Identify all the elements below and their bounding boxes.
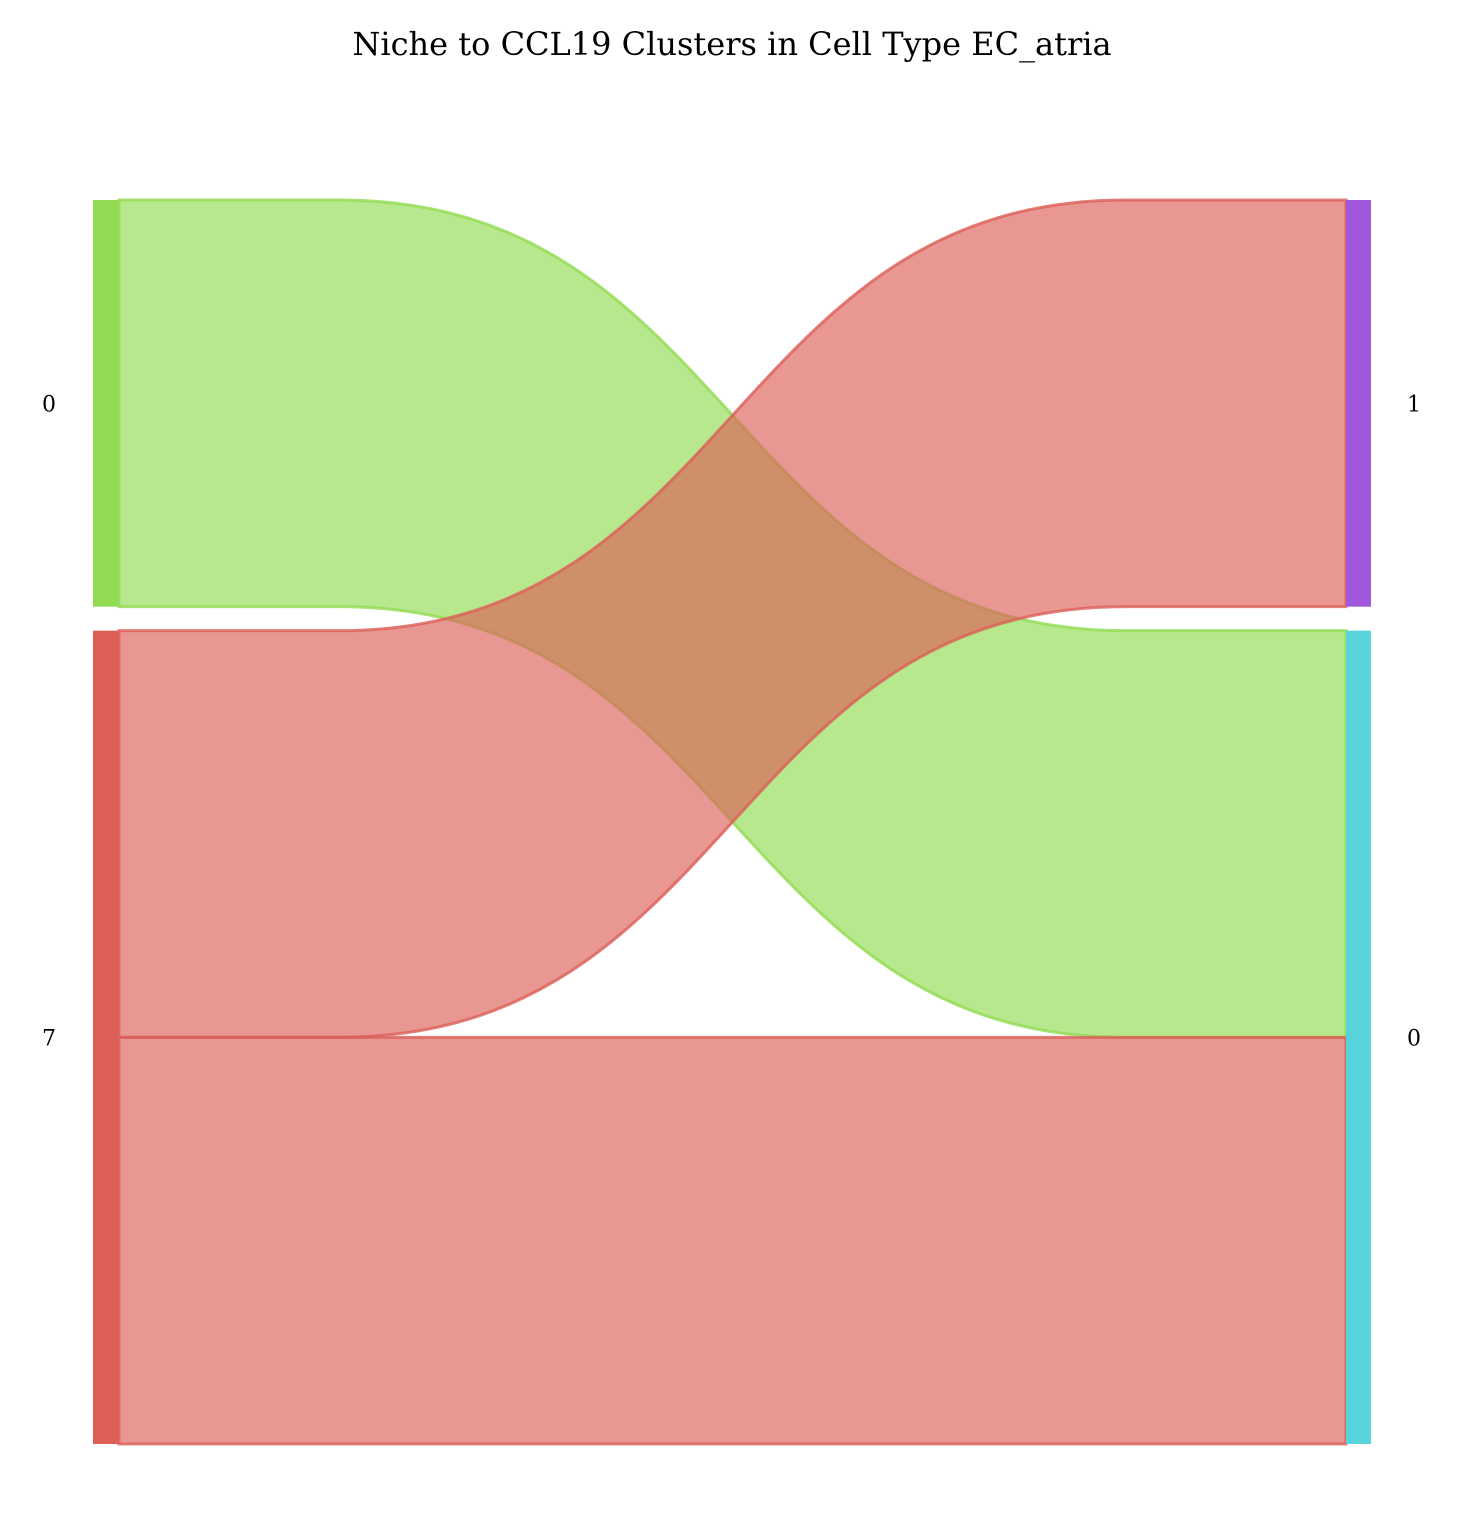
right-node-label-1: 0 xyxy=(1407,1026,1421,1051)
flows-group xyxy=(117,198,1348,1446)
left-node-0 xyxy=(93,200,119,607)
right-node-0 xyxy=(1346,200,1371,607)
flow-2 xyxy=(117,1035,1348,1446)
right-node-label-0: 1 xyxy=(1407,392,1421,417)
left-node-label-1: 7 xyxy=(42,1026,56,1051)
right-node-1 xyxy=(1346,630,1371,1444)
nodes-group xyxy=(93,200,1371,1444)
labels-group: 0 7 1 0 xyxy=(42,392,1421,1051)
chart-title: Niche to CCL19 Clusters in Cell Type EC_… xyxy=(352,25,1111,63)
left-node-label-0: 0 xyxy=(42,392,56,417)
left-node-1 xyxy=(93,630,119,1444)
flow-1 xyxy=(117,198,1348,1039)
